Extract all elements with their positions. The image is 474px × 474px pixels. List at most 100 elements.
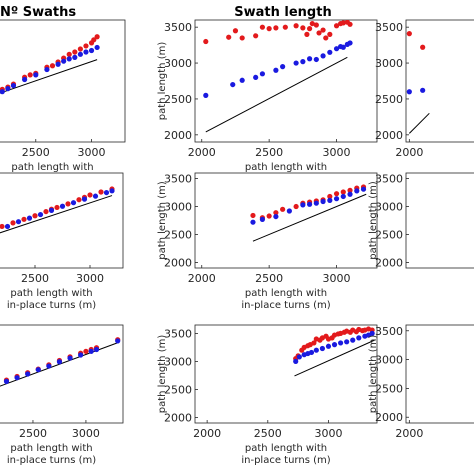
y-tick-label: 3000	[164, 201, 192, 214]
x-axis-label: in-place turns (m)	[241, 300, 330, 311]
blue-data-point	[273, 213, 279, 220]
red-data-point	[313, 22, 319, 28]
red-data-point	[293, 23, 299, 29]
red-data-point	[293, 203, 299, 210]
blue-data-point	[81, 196, 88, 202]
red-data-point	[77, 46, 83, 52]
red-data-point	[311, 340, 317, 346]
y-tick-label: 2500	[164, 383, 192, 396]
blue-data-point	[320, 198, 326, 205]
blue-data-point	[280, 64, 286, 70]
red-data-point	[340, 189, 346, 195]
x-axis-label: path length with	[245, 162, 327, 173]
y-axis-label: path length (m)	[368, 181, 379, 260]
blue-data-point	[4, 223, 11, 230]
red-data-point	[304, 31, 310, 37]
blue-data-point	[259, 71, 266, 77]
red-data-point	[87, 192, 93, 198]
red-data-point	[266, 26, 272, 32]
red-data-point	[306, 26, 313, 32]
blue-data-point	[340, 193, 346, 200]
blue-data-point	[88, 47, 95, 54]
red-data-point	[94, 34, 100, 40]
y-axis-label: path length (m)	[157, 181, 168, 260]
blue-data-point	[250, 219, 256, 225]
blue-data-point	[333, 46, 340, 52]
x-axis-label: in-place turns (m)	[7, 455, 96, 466]
red-data-point	[347, 21, 353, 27]
blue-data-point	[340, 44, 346, 50]
axes-frame	[0, 324, 124, 424]
y-tick-label: 3000	[164, 355, 192, 368]
red-data-point	[98, 189, 104, 195]
blue-data-point	[203, 92, 209, 98]
red-data-point	[54, 204, 60, 211]
blue-data-point	[61, 58, 67, 64]
reference-line	[0, 342, 118, 387]
x-axis-label: in-place turns (m)	[241, 455, 330, 466]
blue-data-point	[327, 49, 333, 55]
red-data-point	[21, 216, 27, 222]
chart-panel-3: 2000 2000 2500 3000 3500	[375, 19, 474, 159]
x-tick-label: 2500	[254, 427, 282, 440]
x-tick-label: 2500	[21, 272, 49, 285]
blue-data-point	[331, 342, 338, 348]
blue-data-point	[26, 215, 33, 221]
blue-data-point	[33, 72, 39, 78]
reference-line	[294, 339, 375, 377]
red-data-point	[327, 193, 333, 200]
y-tick-label: 2500	[375, 228, 403, 241]
x-tick-label: 2000	[193, 427, 221, 440]
blue-data-point	[300, 202, 306, 208]
red-data-point	[66, 51, 72, 57]
blue-data-point	[293, 60, 299, 66]
plot-area	[0, 337, 121, 387]
x-tick-label: 3000	[323, 272, 351, 285]
axes-frame	[0, 19, 126, 143]
blue-data-point	[48, 207, 55, 214]
red-data-point	[280, 206, 286, 212]
blue-data-point	[354, 188, 360, 194]
red-data-point	[232, 28, 239, 34]
x-tick-label: 3000	[78, 146, 106, 159]
blue-data-point	[70, 200, 77, 206]
x-axis-label: path length with	[10, 443, 92, 454]
reference-line	[0, 59, 98, 94]
reference-line	[205, 56, 348, 133]
red-data-point	[406, 31, 412, 37]
x-axis-label: path length with	[245, 443, 327, 454]
plot-area	[203, 20, 353, 133]
blue-data-point	[306, 56, 313, 62]
y-tick-label: 2500	[375, 93, 403, 106]
blue-data-point	[10, 82, 17, 89]
blue-data-point	[273, 67, 279, 73]
y-tick-label: 2000	[375, 256, 403, 269]
reference-line	[408, 112, 430, 134]
column-title-swath-length: Swath length	[234, 5, 331, 20]
x-tick-label: 2500	[255, 272, 283, 285]
blue-data-point	[300, 59, 306, 65]
blue-data-point	[308, 349, 315, 356]
blue-data-point	[286, 208, 292, 214]
x-axis-label: in-place turns (m)	[7, 300, 96, 311]
red-data-point	[273, 210, 279, 216]
y-tick-label: 2500	[375, 382, 403, 395]
blue-data-point	[88, 348, 94, 354]
y-tick-label: 3000	[375, 354, 403, 367]
y-axis-label: path length (m)	[157, 335, 168, 414]
blue-data-point	[420, 87, 426, 93]
blue-data-point	[56, 359, 63, 365]
red-data-point	[10, 220, 16, 226]
red-data-point	[253, 33, 259, 39]
blue-data-point	[325, 343, 332, 349]
column-title-swaths: Nº Swaths	[0, 5, 76, 20]
x-tick-label: 2500	[22, 146, 50, 159]
red-data-point	[420, 44, 426, 50]
blue-data-point	[239, 77, 245, 83]
blue-data-point	[313, 200, 319, 206]
x-tick-label: 2000	[188, 272, 216, 285]
reference-line	[252, 193, 367, 242]
